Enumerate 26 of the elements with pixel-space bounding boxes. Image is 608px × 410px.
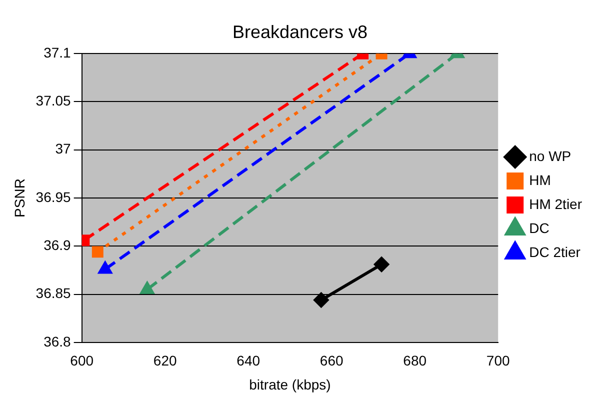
y-axis-title: PSNR (11, 178, 28, 218)
point (314, 292, 329, 308)
y-tick-label: 36.9 (44, 236, 72, 253)
y-tick-label: 37.05 (36, 92, 72, 109)
legend-label: DC 2tier (529, 244, 581, 260)
point (140, 282, 154, 294)
x-tick-label: 620 (153, 352, 177, 369)
y-tick-label: 36.8 (44, 333, 72, 350)
point (98, 262, 112, 274)
legend-label: HM (529, 172, 551, 188)
x-tick-label: 680 (403, 352, 427, 369)
x-tick-label: 660 (320, 352, 344, 369)
chart-title: Breakdancers v8 (232, 22, 368, 42)
legend-label: DC (529, 220, 550, 236)
x-tick-label: 640 (236, 352, 260, 369)
x-tick-label: 700 (486, 352, 510, 369)
y-tick-label: 36.95 (36, 188, 72, 205)
x-tick-label: 600 (70, 352, 94, 369)
y-tick-label: 37.1 (44, 44, 72, 60)
point (92, 246, 104, 258)
y-tick-label: 36.85 (36, 285, 72, 302)
x-axis-title: bitrate (kbps) (249, 376, 331, 392)
legend-label: no WP (529, 148, 572, 164)
point (374, 256, 390, 272)
legend-label: HM 2tier (529, 196, 582, 212)
y-tick-label: 37 (55, 140, 72, 157)
